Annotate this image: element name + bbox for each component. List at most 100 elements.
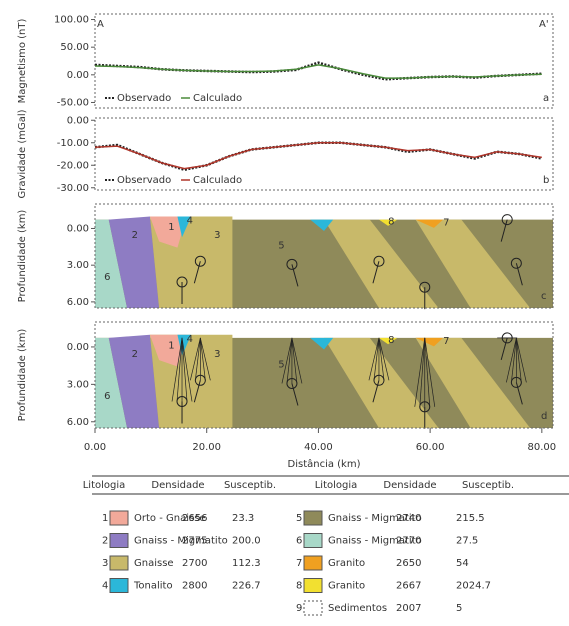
row-density: 2775 [182,536,207,547]
row-susceptibility: 112.3 [232,558,261,569]
source-ray [181,337,188,402]
source-ray [291,337,303,384]
row-id: 5 [296,513,302,524]
y-tick-label: 3.00 [67,260,89,271]
lithology-unit [415,219,444,228]
lithology-unit [324,219,439,308]
table-header: Densidade [383,480,436,491]
color-swatch [303,510,323,526]
profile-end: A' [539,19,549,30]
unit-label: 4 [187,216,193,227]
source-ray [199,337,206,381]
color-swatch [109,533,129,548]
source-line [515,263,523,286]
source-line [515,382,523,405]
legend-entry: Observado [117,175,171,186]
data-line [94,142,542,170]
row-name: Gnaiss - Migmatito [134,536,228,547]
row-susceptibility: 2024.7 [456,581,491,592]
lithology-unit [310,219,334,232]
source-ray [171,337,183,402]
source-ray [511,337,517,383]
row-density: 2667 [396,581,421,592]
row-id: 2 [102,536,108,547]
unit-label: 1 [168,340,174,351]
table-header: Susceptib. [224,480,276,491]
unit-label: 7 [443,218,449,229]
profile-start: A [97,19,104,30]
y-axis-label: Magnetismo (nT) [17,19,28,104]
row-name: Gnaiss - Migmatito [328,536,422,547]
y-tick-label: -50.00 [57,97,89,108]
lithology-unit [95,219,128,308]
panel-letter: b [543,175,549,186]
color-swatch [303,533,323,548]
row-id: 9 [296,603,302,614]
legend-entry: Calculado [193,175,242,186]
lithology-unit [415,219,531,308]
unit-label: 3 [214,230,220,241]
panel-frame [94,13,554,109]
source-body [510,257,522,269]
y-tick-label: 6.00 [67,417,89,428]
color-swatch [109,555,129,571]
source-ray [176,337,183,402]
source-ray [199,337,211,381]
data-line [94,64,542,79]
x-axis-label: Distância (km) [288,458,361,470]
panel-frame [94,321,554,429]
lithology-unit [108,334,160,428]
source-line [291,383,299,406]
source-body [501,214,513,226]
y-tick-label: 3.00 [67,379,89,390]
row-density: 2740 [396,513,421,524]
row-name: Granito [328,558,365,569]
unit-label: 5 [278,241,284,252]
source-ray [414,337,426,407]
row-id: 7 [296,558,302,569]
row-name: Tonalito [133,581,173,592]
row-density: 2650 [396,558,421,569]
lithology-unit [177,216,192,238]
source-ray [281,337,293,384]
source-line [193,380,201,403]
y-tick-label: -20.00 [57,160,89,171]
row-susceptibility: 23.3 [232,513,254,524]
lithology-unit [378,219,398,226]
row-id: 8 [296,581,302,592]
source-ray [424,337,431,407]
row-susceptibility: 54 [456,558,469,569]
unit-label: 2 [132,230,138,241]
y-tick-label: -10.00 [57,138,89,149]
lithology-unit [310,337,334,350]
source-ray [373,337,380,381]
source-ray [419,337,426,407]
x-tick-label: 80.00 [528,442,557,453]
y-tick-label: -30.00 [57,183,89,194]
row-susceptibility: 215.5 [456,513,485,524]
unit-label: 6 [104,272,110,283]
source-body [286,258,298,270]
row-id: 6 [296,536,302,547]
y-tick-label: 0.00 [67,115,89,126]
y-tick-label: 6.00 [67,297,89,308]
y-tick-label: 0.00 [67,223,89,234]
source-ray [516,337,527,383]
row-id: 3 [102,558,108,569]
unit-label: 6 [104,391,110,402]
row-density: 2770 [396,536,421,547]
source-line [372,261,380,284]
y-tick-label: 0.00 [67,342,89,353]
source-line [372,380,380,403]
row-name: Granito [328,581,365,592]
table-header: Litologia [83,480,126,491]
unit-label: 1 [168,222,174,233]
row-susceptibility: 226.7 [232,581,261,592]
lithology-unit [415,337,444,347]
y-tick-label: 100.00 [54,15,89,26]
row-id: 1 [102,513,108,524]
lithology-unit [378,337,398,345]
row-susceptibility: 5 [456,603,462,614]
row-name: Gnaisse [134,558,174,569]
